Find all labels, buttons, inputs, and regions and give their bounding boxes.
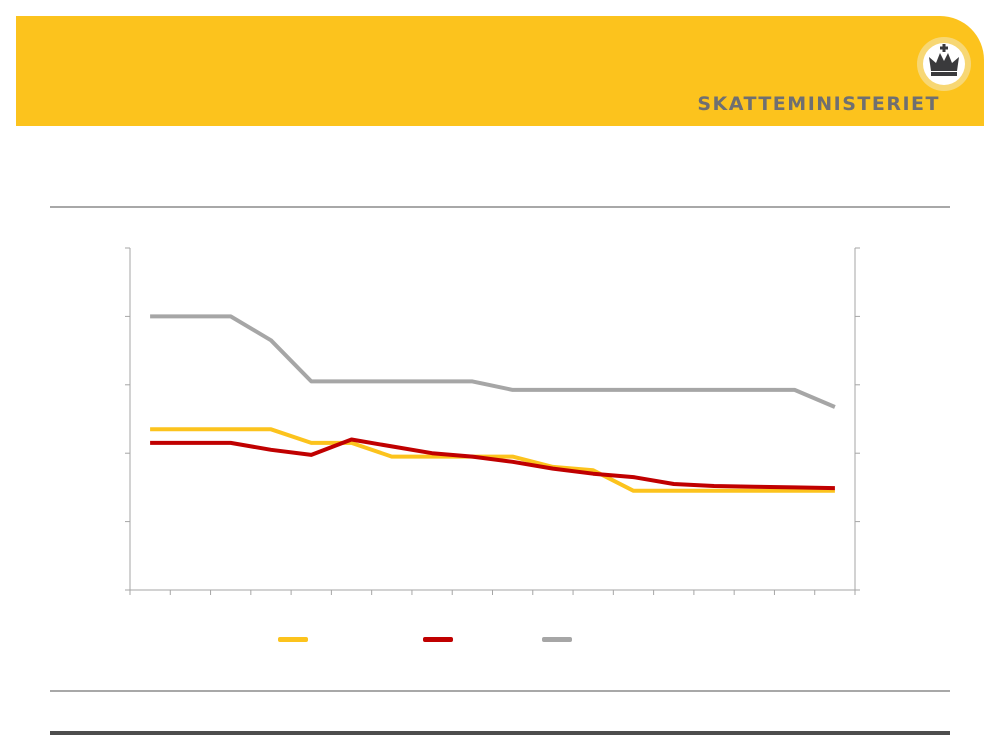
top-divider	[50, 206, 950, 208]
header-banner	[16, 16, 984, 126]
legend-swatch-series-2	[423, 637, 453, 642]
legend-swatch-series-3	[542, 637, 572, 642]
crown-emblem-icon	[917, 37, 971, 91]
series-line-1	[150, 427, 835, 493]
legend-swatch-series-1	[278, 637, 308, 642]
brand-wordmark: SKATTEMINISTERIET	[697, 93, 940, 115]
bottom-divider	[50, 690, 950, 692]
footer-bar	[50, 731, 950, 735]
series-line-2	[150, 437, 835, 491]
series-line-3	[150, 314, 836, 409]
